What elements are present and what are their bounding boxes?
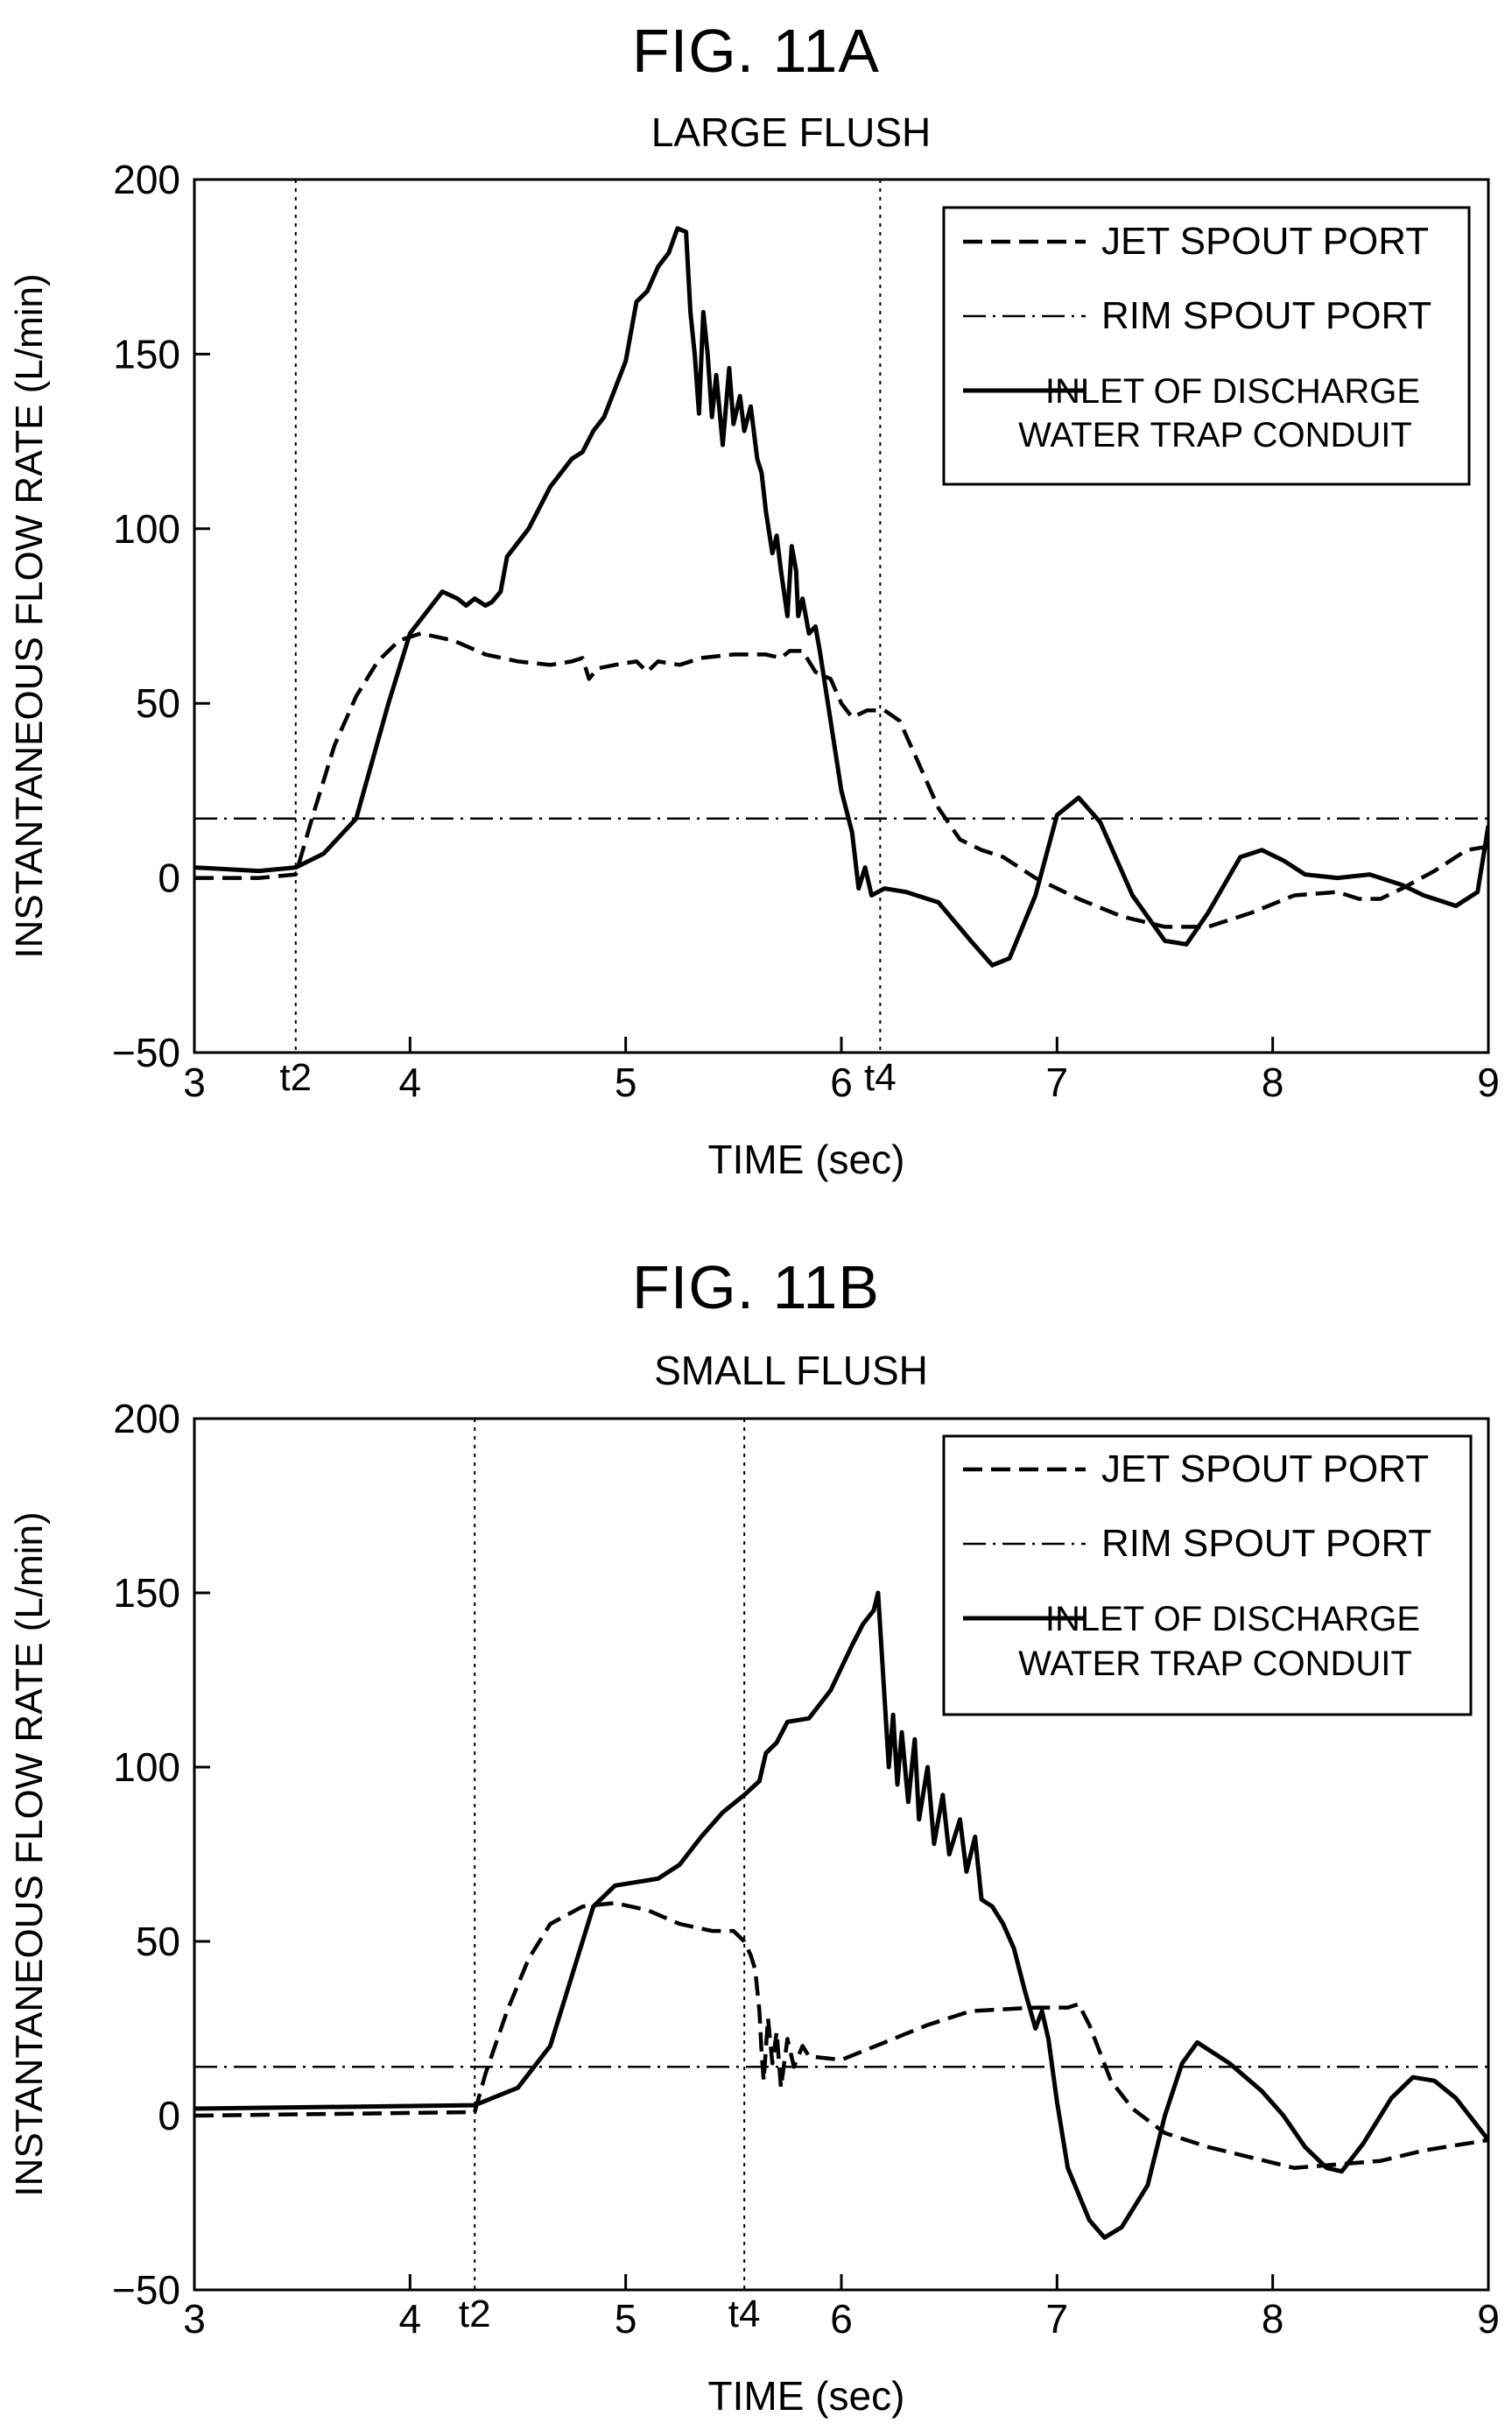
- y-axis-label: INSTANTANEOUS FLOW RATE (L/min): [8, 1511, 51, 2196]
- legend-box: [942, 206, 1471, 486]
- chart-a: 200 150 100 50 0 −503 4 5 6 7 8 9 TIME (sec) INSTANTA…: [8, 157, 1500, 1182]
- x-axis-label: TIME (sec): [708, 2373, 905, 2419]
- x-tick-label: 8: [1262, 2296, 1284, 2342]
- legend-label: INLET OF DISCHARGE: [1045, 1600, 1420, 1638]
- y-tick-label: −50: [112, 1030, 180, 1075]
- series-line-dashed: [194, 631, 1488, 929]
- x-tick-label: 3: [183, 1060, 206, 1105]
- x-tick-label: 4: [399, 1060, 422, 1105]
- series-line-solid: [194, 226, 1488, 968]
- x-axis-label: TIME (sec): [708, 1137, 905, 1182]
- y-tick-label: 100: [113, 1744, 180, 1790]
- y-tick-label: 200: [113, 1396, 180, 1441]
- x-tick-label: 7: [1046, 1060, 1069, 1105]
- marker-label-t2: t2: [279, 1056, 312, 1099]
- x-tick-label: 3: [183, 2296, 206, 2342]
- y-tick-label: −50: [112, 2267, 180, 2313]
- chart-b: 200 150 100 50 0 −503 4 5 6 7 8 9 TIME (sec) INSTANTA…: [8, 1396, 1500, 2419]
- y-tick-label: 0: [158, 2093, 180, 2138]
- marker-label-t2: t2: [459, 2293, 491, 2335]
- legend-label: JET SPOUT PORT: [1101, 1447, 1429, 1490]
- marker-label-t4: t4: [864, 1056, 897, 1099]
- x-tick-label: 4: [399, 2296, 422, 2342]
- y-tick-label: 150: [113, 1570, 180, 1616]
- y-axis-label: INSTANTANEOUS FLOW RATE (L/min): [8, 273, 51, 958]
- x-tick-label: 9: [1477, 1060, 1500, 1105]
- y-tick-label: 100: [113, 506, 180, 552]
- x-tick-label: 9: [1477, 2296, 1500, 2342]
- legend: JET SPOUT PORT RIM SPOUT PORT INLET OF DIS…: [942, 206, 1471, 486]
- legend-label: RIM SPOUT PORT: [1101, 294, 1431, 337]
- series-line-solid: [194, 1590, 1488, 2240]
- x-tick-label: 8: [1262, 1060, 1284, 1105]
- figure-b-label: FIG. 11B: [632, 1253, 880, 1321]
- marker-label-t4: t4: [728, 2293, 761, 2335]
- legend-label: RIM SPOUT PORT: [1101, 1522, 1431, 1565]
- y-tick-label: 150: [113, 331, 180, 377]
- x-tick-label: 6: [830, 2296, 853, 2342]
- y-tick-label: 50: [136, 1919, 180, 1964]
- y-tick-label: 50: [136, 680, 180, 726]
- x-tick-label: 5: [615, 2296, 637, 2342]
- figure-b-title: SMALL FLUSH: [654, 1348, 928, 1393]
- legend-label-line2: WATER TRAP CONDUIT: [1018, 1645, 1412, 1683]
- legend-label: JET SPOUT PORT: [1101, 220, 1429, 263]
- x-tick-label: 5: [615, 1060, 637, 1105]
- figure-a-title: LARGE FLUSH: [651, 109, 932, 155]
- x-tick-label: 6: [830, 1060, 853, 1105]
- y-tick-label: 0: [158, 856, 180, 901]
- figure-a-label: FIG. 11A: [632, 17, 880, 85]
- legend-label-line2: WATER TRAP CONDUIT: [1018, 416, 1412, 454]
- y-tick-label: 200: [113, 157, 180, 202]
- legend-label: INLET OF DISCHARGE: [1045, 372, 1420, 411]
- x-tick-label: 7: [1046, 2296, 1069, 2342]
- legend: JET SPOUT PORT RIM SPOUT PORT INLET OF DIS…: [942, 1434, 1473, 1716]
- legend-box: [942, 1434, 1473, 1716]
